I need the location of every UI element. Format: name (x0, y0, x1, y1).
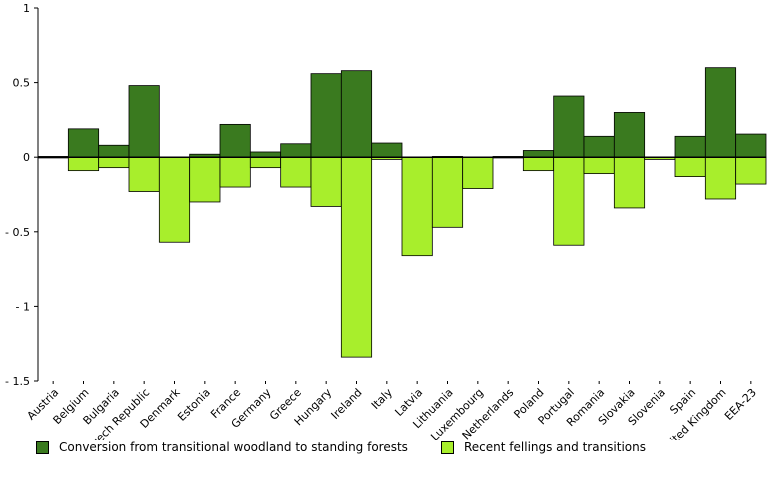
y-tick-label: - 1.5 (5, 375, 30, 388)
y-tick-label: - 0.5 (5, 226, 30, 239)
bar-fellings-france (219, 156, 251, 188)
bar-conversion-hungary (310, 73, 342, 158)
bar-fellings-spain (674, 156, 706, 177)
bar-fellings-germany (249, 156, 282, 169)
legend-item-fellings: Recent fellings and transitions (441, 440, 646, 454)
bar-conversion-eea-23 (735, 133, 767, 158)
bar-conversion-spain (674, 135, 706, 158)
bar-fellings-eea-23 (735, 156, 767, 185)
bar-fellings-hungary (310, 156, 342, 207)
bar-fellings-slovakia (613, 156, 646, 209)
bar-conversion-belgium (67, 128, 100, 158)
bar-conversion-germany (249, 151, 282, 158)
bar-fellings-belgium (67, 156, 100, 172)
plot-area (37, 67, 767, 358)
legend-item-conversion: Conversion from transitional woodland to… (36, 440, 408, 454)
x-tick-label: Estonia (175, 386, 213, 424)
bar-fellings-bulgaria (98, 156, 130, 169)
bar-fellings-latvia (401, 156, 433, 257)
y-tick-label: 0 (23, 151, 30, 164)
bar-chart: 1 0.5 0 - 0.5 - 1 - 1.5 AustriaBelgiumBulgari… (5, 2, 767, 440)
bar-conversion-bulgaria (98, 144, 130, 158)
legend-swatch-fellings (441, 440, 454, 454)
bar-fellings-greece (280, 156, 312, 188)
bar-fellings-ireland (340, 156, 373, 358)
y-tick-label: 0.5 (13, 77, 31, 90)
y-axis: 1 0.5 0 - 0.5 - 1 - 1.5 (5, 2, 39, 388)
bar-conversion-ireland (340, 70, 373, 158)
legend-swatch-conversion (36, 440, 49, 454)
bar-fellings-estonia (189, 156, 221, 203)
bar-fellings-denmark (158, 156, 191, 243)
x-tick-label: Italy (369, 386, 395, 412)
bar-fellings-poland (522, 156, 555, 172)
legend-label-conversion: Conversion from transitional woodland to… (59, 440, 408, 454)
x-tick-label: Ireland (329, 386, 365, 422)
bar-conversion-czech-republic (128, 85, 160, 158)
bar-fellings-romania (583, 156, 615, 175)
x-tick-label: EEA-23 (722, 386, 759, 423)
bar-conversion-france (219, 123, 251, 158)
bar-conversion-italy (371, 142, 403, 158)
bar-fellings-portugal (553, 156, 585, 246)
bar-conversion-united-kingdom (704, 67, 737, 158)
bar-fellings-united-kingdom (704, 156, 737, 200)
bar-conversion-poland (522, 150, 555, 158)
y-tick-label: - 1 (16, 300, 30, 313)
bar-conversion-romania (583, 135, 615, 158)
legend: Conversion from transitional woodland to… (0, 440, 768, 464)
y-tick-label: 1 (23, 2, 30, 15)
legend-label-fellings: Recent fellings and transitions (464, 440, 646, 454)
bar-fellings-luxembourg (462, 156, 494, 189)
bar-conversion-greece (280, 143, 312, 158)
bar-conversion-portugal (553, 95, 585, 158)
bar-conversion-slovakia (613, 112, 646, 158)
bar-fellings-czech-republic (128, 156, 160, 192)
bar-fellings-lithuania (431, 156, 464, 228)
